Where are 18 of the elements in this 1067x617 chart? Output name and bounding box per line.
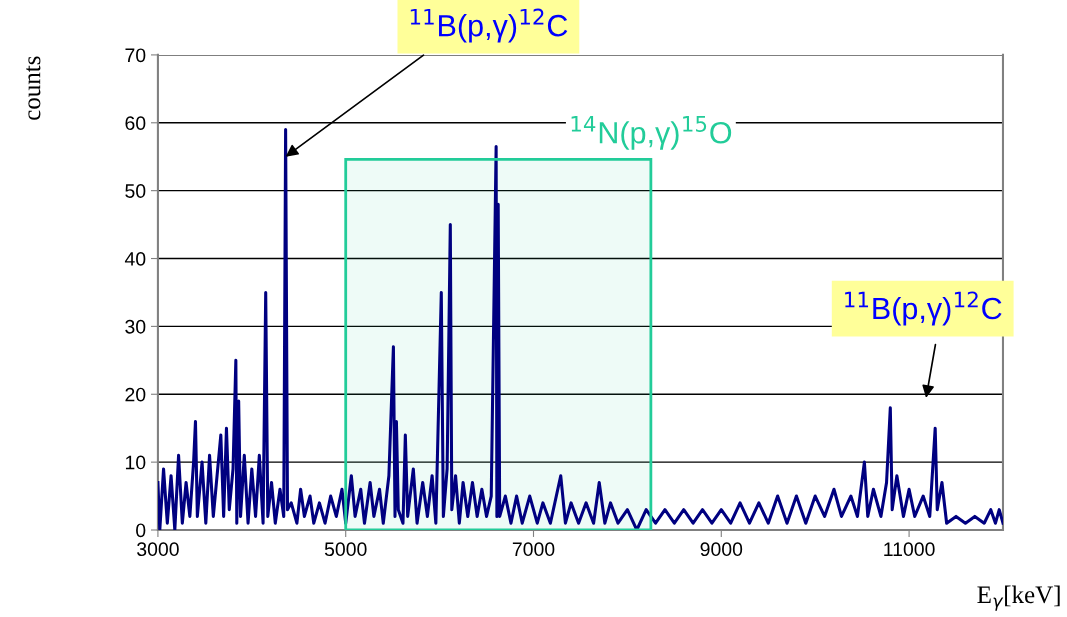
x-tick-label: 7000	[512, 542, 555, 557]
y-tick-label: 20	[125, 387, 146, 402]
x-tick-label: 9000	[700, 542, 743, 557]
x-tick-label: 11000	[884, 542, 935, 557]
y-tick-label: 50	[125, 184, 146, 198]
y-tick-label: 70	[125, 48, 146, 63]
y-tick-label: 60	[125, 116, 146, 131]
x-tick-label: 3000	[137, 542, 179, 557]
y-tick-label: 10	[125, 455, 146, 470]
annotation: $^{11}$B(p,γ)$^{12}$C	[845, 291, 1002, 326]
y-tick-label: 30	[125, 319, 146, 334]
y-tick-label: 40	[124, 251, 146, 266]
band-label: $^{14}$N(p,γ)$^{15}$O	[571, 116, 732, 150]
y-axis-title: counts	[26, 56, 41, 120]
x-tick-label: 5000	[324, 542, 367, 557]
annotation: $^{11}$B(p,γ)$^{12}$C	[410, 8, 568, 43]
x-axis-title: E$_{γ}$[keV]	[977, 585, 1060, 611]
y-tick-label: 0	[136, 523, 146, 538]
